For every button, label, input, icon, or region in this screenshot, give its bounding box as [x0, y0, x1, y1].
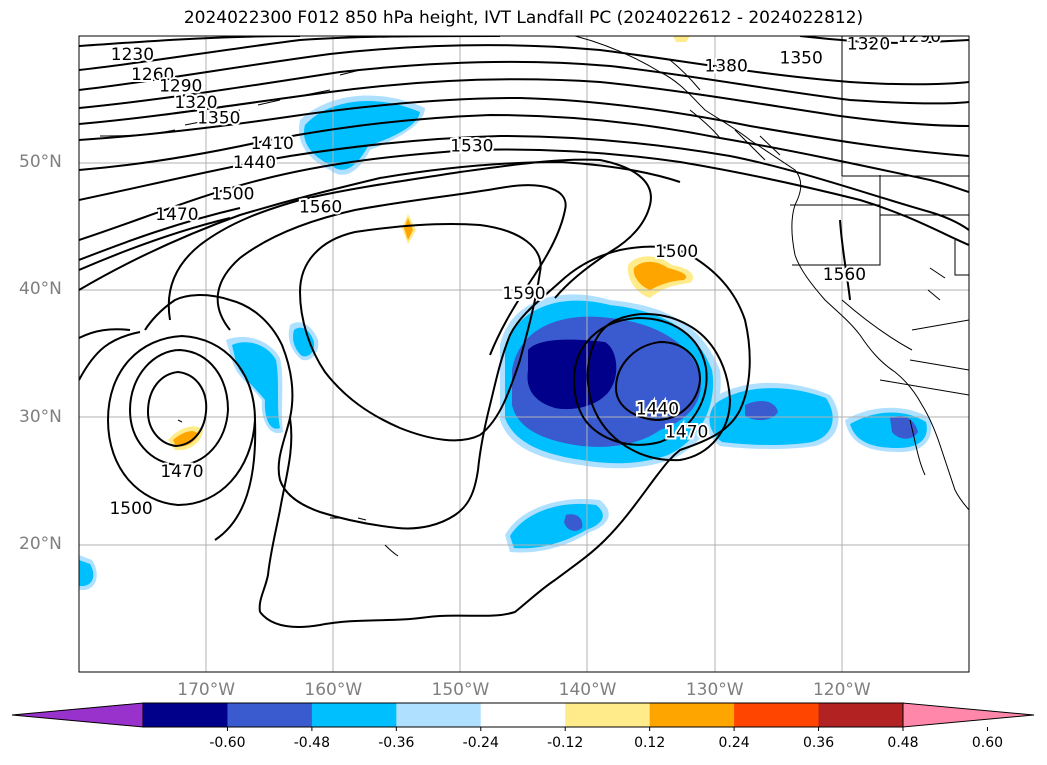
contour-label-text: 1320 — [847, 35, 890, 55]
colorbar-tick-label: -0.36 — [378, 735, 415, 751]
lon-tick-label: 120°W — [812, 680, 871, 700]
lon-tick-label: 130°W — [685, 680, 744, 700]
ivt-fill-pos012 — [673, 36, 690, 42]
colorbar-tick-label: 0.36 — [802, 735, 835, 751]
contour-label: 1290 — [157, 75, 204, 99]
colorbar — [11, 702, 1035, 731]
contour-label-text: 1350 — [780, 49, 823, 69]
colorbar-segment — [649, 703, 735, 727]
contour-label-text: 1500 — [211, 185, 254, 205]
contour-label-text: 1560 — [823, 265, 866, 285]
colorbar-extend-low — [11, 702, 144, 728]
contour-label: 1260 — [129, 63, 176, 87]
contour-label-text: 1350 — [197, 108, 240, 128]
lon-tick-label: 140°W — [558, 680, 617, 700]
contour-label: 1530 — [448, 134, 495, 158]
contour-label-text: 1470 — [160, 462, 203, 482]
contour-label: 1290 — [896, 27, 943, 49]
contour-label: 1320 — [845, 35, 892, 57]
contour-label: 1320 — [172, 91, 219, 115]
lat-tick-label: 50°N — [19, 152, 62, 173]
contour-label-text: 1260 — [131, 65, 174, 85]
ivt-fill-neg024 — [292, 327, 315, 357]
contour-label-text: 1470 — [155, 205, 198, 225]
colorbar-segment — [734, 703, 820, 727]
contour-label-text: 1410 — [251, 134, 294, 154]
ivt-fill-pos024 — [633, 261, 687, 290]
colorbar-segment — [311, 703, 397, 727]
colorbar-segment — [818, 703, 904, 727]
contour-label-text: 1440 — [233, 153, 276, 173]
colorbar-tick-label: 0.12 — [634, 735, 666, 751]
colorbar-tick-label: -0.60 — [209, 735, 246, 751]
ivt-fill-pos024 — [173, 431, 198, 447]
colorbar-tick-label: 0.24 — [718, 735, 750, 751]
contour-label: 1500 — [209, 183, 256, 207]
ivt-fill-neg024 — [232, 342, 280, 429]
lon-tick-label: 150°W — [431, 680, 490, 700]
map-title: 2024022300 F012 850 hPa height, IVT Land… — [183, 8, 864, 28]
contour-label-text: 1470 — [665, 423, 708, 443]
contour-label-text: 1320 — [174, 93, 217, 113]
colorbar-segment — [480, 703, 566, 727]
contour-label: 1470 — [158, 460, 205, 484]
contour-label-text: 1560 — [299, 197, 342, 217]
lat-tick-label: 20°N — [19, 533, 62, 554]
ivt-fill-neg024 — [79, 560, 94, 586]
contour-label: 1350 — [778, 47, 825, 71]
lat-tick-label: 30°N — [19, 406, 62, 427]
ivt-fill-neg036 — [564, 514, 583, 531]
colorbar-tick-label: 0.60 — [971, 735, 1004, 751]
contour-label-text: 1380 — [705, 56, 748, 76]
lat-tick-label: 40°N — [19, 279, 62, 300]
colorbar-tick-label: -0.12 — [547, 735, 584, 751]
contour-label: 1500 — [653, 240, 700, 264]
height-contours — [79, 36, 969, 628]
contour-label-text: 1500 — [655, 242, 698, 262]
contour-label: 1560 — [821, 263, 868, 287]
contour-label: 1470 — [153, 203, 200, 227]
contour-label: 1230 — [109, 43, 156, 67]
contour-label: 1380 — [703, 54, 750, 78]
contour-label: 1440 — [231, 151, 278, 175]
colorbar-frame — [142, 702, 904, 728]
contour-label: 1350 — [195, 106, 242, 130]
contour-label: 1470 — [663, 421, 710, 445]
map-frame — [78, 35, 970, 673]
colorbar-segment — [143, 703, 228, 727]
colorbar-extend-high — [902, 702, 1035, 728]
contour-label-text: 1500 — [109, 499, 152, 519]
contour-label-text: 1590 — [502, 284, 545, 304]
lon-tick-label: 160°W — [304, 680, 363, 700]
ivt-fill-neg036 — [890, 415, 918, 439]
contour-label: 1500 — [107, 497, 154, 521]
contour-label: 1590 — [500, 282, 547, 306]
ivt-fill-pos024 — [404, 218, 413, 240]
colorbar-segment — [565, 703, 651, 727]
colorbar-segment — [396, 703, 482, 727]
contour-label: 1560 — [297, 195, 344, 219]
contour-label-text: 1440 — [636, 400, 679, 420]
lon-tick-label: 170°W — [177, 680, 236, 700]
colorbar-tick-label: -0.24 — [462, 735, 499, 751]
contour-label-text: 1230 — [111, 45, 154, 65]
ivt-fill-neg048 — [527, 339, 617, 410]
colorbar-tick-label: -0.48 — [293, 735, 330, 751]
ivt-fill-neg024 — [510, 503, 603, 549]
contour-label-text: 1530 — [450, 136, 493, 156]
ivt-fill-neg036 — [745, 400, 778, 421]
contour-label-text: 1290 — [898, 27, 941, 47]
contour-label-text: 1290 — [159, 77, 202, 97]
contour-label: 1440 — [634, 398, 681, 422]
colorbar-tick-label: 0.48 — [887, 735, 919, 751]
contour-label: 1410 — [249, 132, 296, 156]
colorbar-segment — [227, 703, 313, 727]
